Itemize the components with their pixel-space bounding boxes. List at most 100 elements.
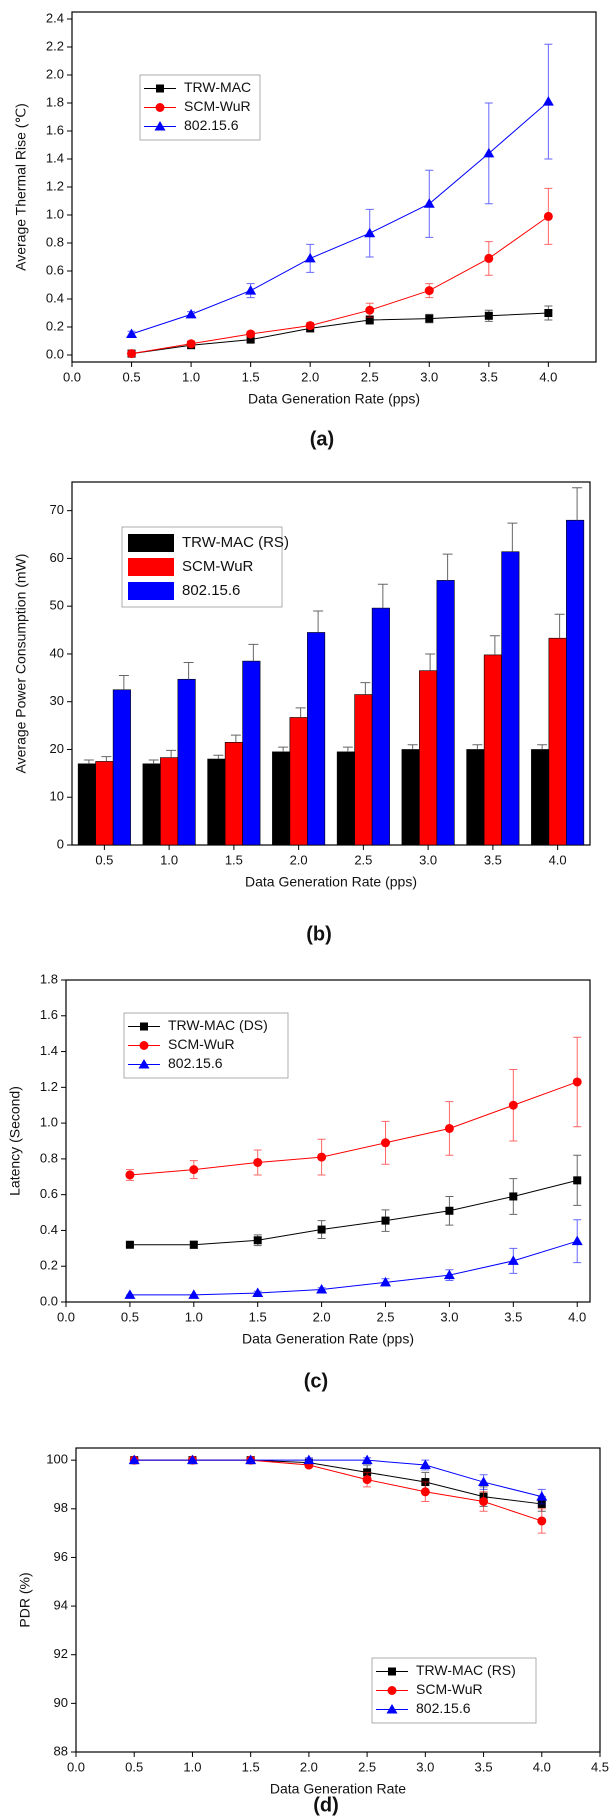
- y-tick-label: 92: [54, 1646, 68, 1661]
- x-tick-label: 0.0: [57, 1309, 75, 1324]
- marker: [155, 103, 165, 112]
- marker: [483, 147, 495, 158]
- legend-label: SCM-WuR: [168, 1036, 235, 1052]
- marker: [361, 1454, 373, 1465]
- bar: [548, 637, 567, 846]
- marker: [388, 1667, 396, 1676]
- y-tick-label: 1.0: [40, 1115, 58, 1130]
- y-tick-label: 0.6: [40, 1186, 58, 1201]
- marker: [572, 1077, 582, 1087]
- marker: [380, 1276, 392, 1287]
- marker: [317, 1152, 327, 1162]
- y-tick-label: 0.0: [40, 1293, 58, 1308]
- x-tick-label: 1.0: [182, 369, 200, 384]
- y-tick-label: 2.2: [46, 38, 64, 53]
- marker: [189, 1165, 199, 1175]
- bar: [95, 761, 114, 846]
- y-tick-label: 0.2: [46, 318, 64, 333]
- marker: [154, 121, 166, 131]
- y-tick-label: 1.0: [46, 206, 64, 221]
- bar: [354, 694, 373, 846]
- x-tick-label: 0.5: [123, 369, 141, 384]
- plot-frame: [65, 979, 591, 1303]
- y-tick-label: 0.6: [46, 262, 64, 277]
- legend-swatch: [128, 582, 174, 600]
- y-tick-label: 100: [46, 1452, 68, 1467]
- marker: [420, 1487, 430, 1497]
- y-axis-label: Average Thermal Rise (℃): [13, 103, 29, 271]
- x-tick-label: 1.5: [225, 852, 243, 867]
- marker: [381, 1216, 390, 1225]
- bar: [112, 689, 131, 846]
- y-tick-label: 1.6: [40, 1007, 58, 1022]
- marker: [253, 1157, 263, 1167]
- y-tick-label: 0.4: [46, 290, 64, 305]
- bar: [501, 551, 520, 846]
- x-tick-label: 0.0: [63, 369, 81, 384]
- marker: [362, 1475, 372, 1485]
- plot-frame: [71, 11, 597, 363]
- y-tick-label: 50: [50, 598, 64, 613]
- marker: [186, 339, 196, 349]
- legend-label: TRW-MAC (RS): [182, 534, 289, 551]
- marker: [419, 1459, 431, 1470]
- x-tick-label: 2.0: [300, 1759, 318, 1774]
- marker: [246, 335, 255, 344]
- x-tick-label: 4.0: [539, 369, 557, 384]
- x-tick-label: 3.0: [416, 1759, 434, 1774]
- marker: [305, 321, 315, 331]
- bar: [160, 757, 179, 846]
- bar: [242, 660, 261, 846]
- legend-swatch: [128, 534, 174, 552]
- x-tick-label: 2.5: [376, 1309, 394, 1324]
- error-bar: [230, 734, 241, 743]
- caption: (a): [310, 428, 334, 450]
- x-tick-label: 4.0: [533, 1759, 551, 1774]
- bar: [177, 678, 196, 846]
- y-tick-label: 94: [54, 1598, 68, 1613]
- x-tick-label: 3.5: [484, 852, 502, 867]
- chart: 0 10 20 30 40 50 60 70 Average Power Consumption…: [13, 481, 591, 945]
- y-tick-label: 0.4: [40, 1222, 58, 1237]
- marker: [125, 1170, 135, 1180]
- marker: [571, 1235, 583, 1246]
- x-axis-label: Data Generation Rate (pps): [245, 874, 417, 890]
- x-tick-label: 2.5: [358, 1759, 376, 1774]
- marker: [543, 211, 553, 221]
- marker: [484, 253, 494, 263]
- chart: 0.0 0.2 0.4 0.6 0.8 1.0 1.2 1.4 1.6 1.8 Latency (S…: [7, 971, 591, 1392]
- y-tick-label: 90: [54, 1695, 68, 1710]
- y-tick-label: 60: [50, 550, 64, 565]
- bar: [272, 751, 291, 846]
- marker: [536, 1491, 548, 1501]
- marker: [126, 328, 138, 338]
- y-tick-label: 0.8: [40, 1150, 58, 1165]
- marker: [365, 305, 375, 315]
- error-bar: [537, 744, 548, 750]
- bar: [289, 717, 308, 846]
- plot-frame: [71, 481, 591, 846]
- legend-label: 802.15.6: [184, 117, 239, 133]
- error-bar: [342, 746, 353, 752]
- x-tick-label: 2.5: [354, 852, 372, 867]
- x-tick-label: 2.5: [361, 369, 379, 384]
- y-axis-label: PDR (%): [17, 1572, 33, 1627]
- error-bar: [407, 744, 418, 750]
- marker: [537, 1516, 547, 1526]
- bar: [77, 763, 96, 846]
- y-tick-label: 1.2: [40, 1079, 58, 1094]
- marker: [386, 1704, 398, 1714]
- series-line: [131, 312, 549, 355]
- x-tick-label: 2.0: [301, 369, 319, 384]
- marker: [387, 1686, 397, 1695]
- error-bar: [360, 682, 371, 695]
- y-tick-label: 1.8: [40, 971, 58, 986]
- marker: [188, 1289, 200, 1299]
- marker: [542, 96, 554, 106]
- marker: [139, 1041, 149, 1050]
- y-tick-label: 98: [54, 1500, 68, 1515]
- marker: [245, 285, 257, 295]
- y-tick-label: 40: [50, 645, 64, 660]
- error-bar: [183, 662, 194, 680]
- bar: [207, 758, 226, 846]
